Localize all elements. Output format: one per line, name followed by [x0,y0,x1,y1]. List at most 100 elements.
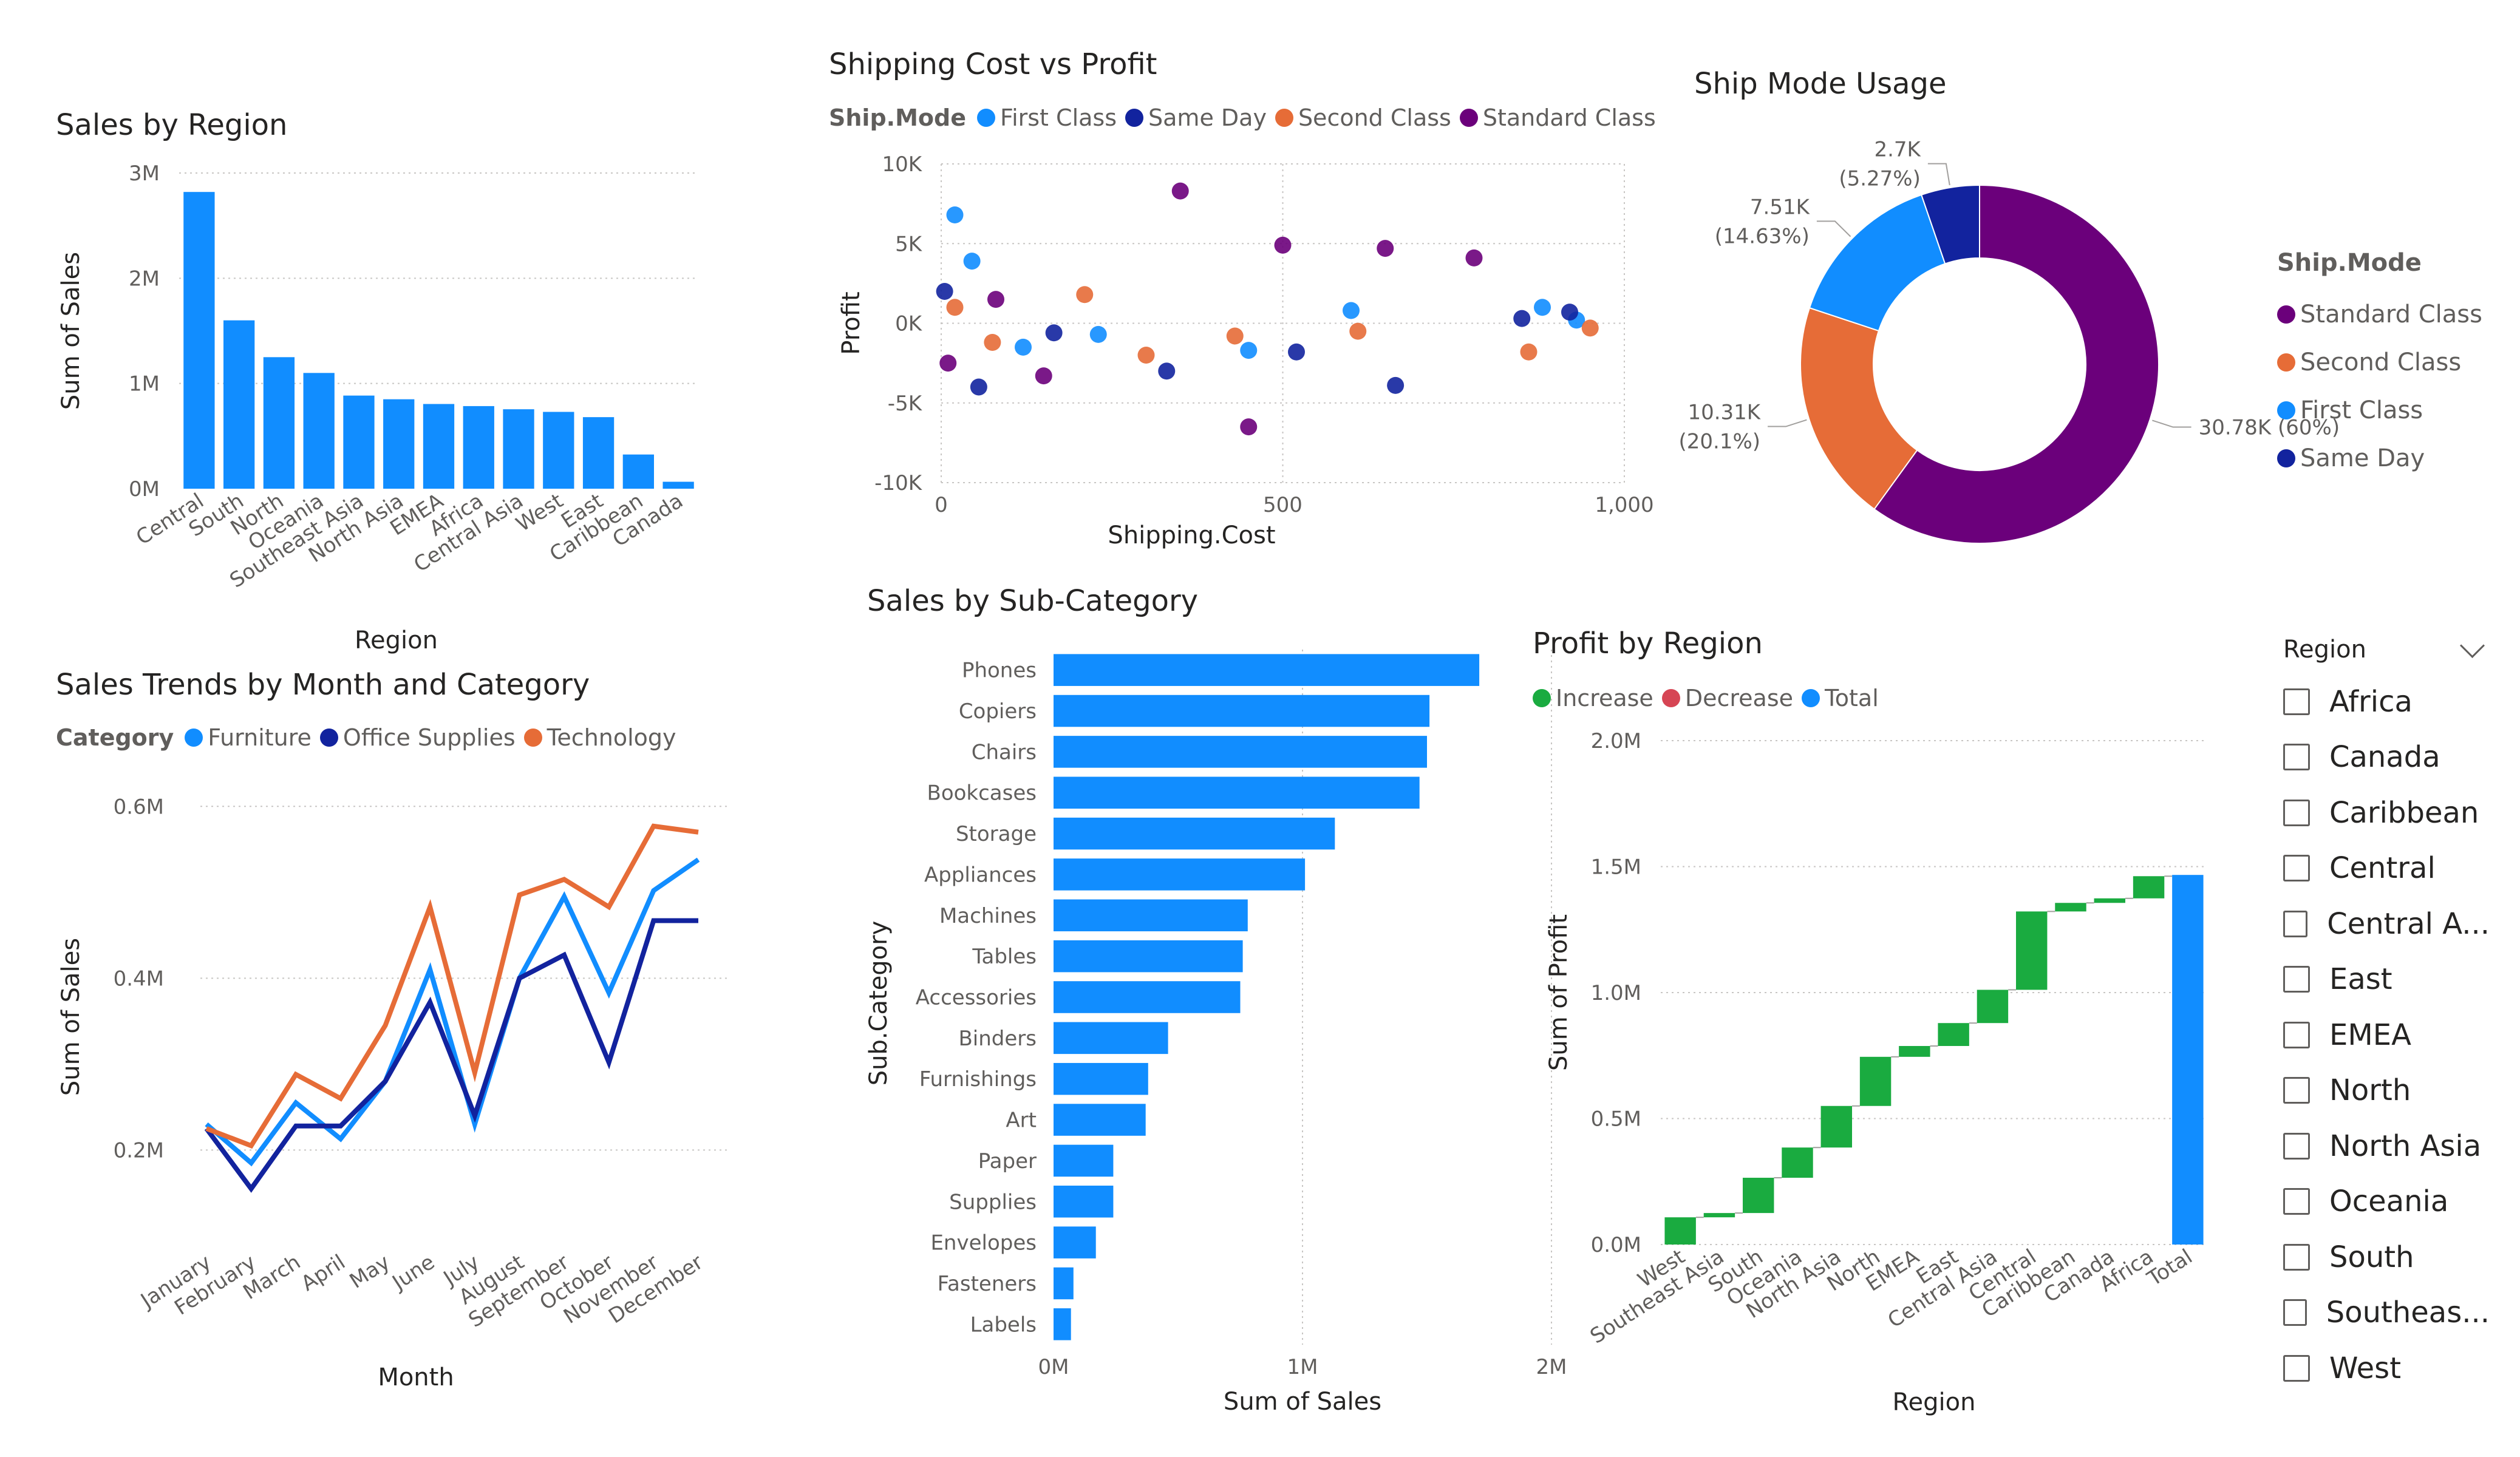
checkbox[interactable] [2283,855,2310,882]
legend-item-first-class[interactable]: First Class [2277,386,2482,434]
y-tick-label: 0.5M [1591,1107,1641,1132]
checkbox[interactable] [2283,1354,2310,1382]
legend-dot [976,109,995,127]
legend-dot [1459,109,1478,127]
donut-legend: Ship.Mode Standard Class Second Class Fi… [2277,249,2482,482]
legend-dot [1533,689,1551,707]
x-axis-title: Region [355,627,438,654]
slicer-header[interactable]: Region [2283,625,2490,674]
trends-legend-title: Category [56,724,174,751]
slicer-item-africa[interactable]: Africa [2283,674,2490,730]
slicer-item-emea[interactable]: EMEA [2283,1007,2490,1063]
bar-africa [463,406,494,489]
x-tick-label: April [297,1250,350,1296]
checkbox[interactable] [2283,799,2310,826]
slicer-item-oceania[interactable]: Oceania [2283,1174,2490,1230]
point-same-day [1561,304,1578,321]
bar-north-asia [383,399,415,489]
bar-oceania [303,373,335,489]
slicer-item-southeas[interactable]: Southeas... [2283,1285,2490,1341]
leader-line [1816,220,1851,237]
legend-item-same-day[interactable]: Same Day [2277,434,2482,482]
slice-standard-class [1873,184,2159,544]
checkbox[interactable] [2283,744,2310,771]
bar-appliances [1054,858,1306,891]
legend-item-furniture[interactable]: Furniture [185,724,312,751]
legend-item-increase[interactable]: Increase [1533,685,1653,712]
bar-bookcases [1054,776,1420,809]
checkbox[interactable] [2283,1021,2310,1048]
y-axis-title: Sum of Sales [57,938,85,1096]
trends-legend: Category Furniture Office Supplies Techn… [56,724,685,751]
point-first-class [1343,302,1360,319]
legend-dot [2277,449,2295,467]
bar-east [582,417,615,489]
slicer-item-label: North [2329,1073,2411,1108]
bar-total [2172,875,2204,1245]
x-tick-label: 1M [1287,1355,1318,1379]
y-tick-label: Accessories [916,986,1037,1010]
bar-canada [2094,898,2125,903]
point-same-day [1288,343,1305,361]
bar-north-asia [1820,1105,1852,1148]
point-standard-class [1171,182,1189,200]
point-first-class [1534,299,1551,316]
slicer-item-north[interactable]: North [2283,1063,2490,1119]
y-tick-label: 1.5M [1591,855,1641,880]
legend-label: Second Class [1298,104,1451,131]
slicer-item-canada[interactable]: Canada [2283,730,2490,786]
legend-item-second-class[interactable]: Second Class [2277,338,2482,386]
checkbox[interactable] [2283,1243,2310,1271]
bar-paper [1054,1144,1114,1177]
legend-item-standard-class[interactable]: Standard Class [2277,290,2482,338]
legend-item-standard-class[interactable]: Standard Class [1459,104,1656,131]
legend-label: Standard Class [2300,300,2482,328]
checkbox[interactable] [2283,910,2308,937]
y-tick-label: Tables [972,945,1037,969]
slicer-item-label: South [2329,1240,2414,1274]
slicer-item-east[interactable]: East [2283,952,2490,1008]
point-first-class [1015,338,1032,356]
slicer-item-central[interactable]: Central [2283,841,2490,897]
scatter-legend: Ship.Mode First Class Same Day Second Cl… [829,104,1664,131]
legend-item-technology[interactable]: Technology [523,724,676,751]
data-label: 10.31K [1687,401,1761,425]
waterfall-legend: Increase Decrease Total [1533,685,1887,712]
slicer-item-caribbean[interactable]: Caribbean [2283,785,2490,841]
point-standard-class [987,291,1004,308]
bar-central [183,192,215,489]
legend-item-second-class[interactable]: Second Class [1275,104,1451,131]
bar-machines [1054,899,1248,932]
slicer-item-south[interactable]: South [2283,1229,2490,1285]
bar-central-asia [503,409,534,489]
point-standard-class [1035,367,1052,385]
checkbox[interactable] [2283,688,2310,715]
legend-item-same-day[interactable]: Same Day [1125,104,1267,131]
y-tick-label: Storage [956,822,1037,846]
y-tick-label: Appliances [924,863,1037,887]
legend-label: First Class [999,104,1117,131]
checkbox[interactable] [2283,1077,2310,1104]
slicer-item-north-asia[interactable]: North Asia [2283,1118,2490,1174]
checkbox[interactable] [2283,1132,2310,1160]
legend-item-first-class[interactable]: First Class [976,104,1117,131]
legend-item-total[interactable]: Total [1802,685,1879,712]
checkbox[interactable] [2283,1299,2307,1326]
sales-by-region-title: Sales by Region [56,108,288,142]
y-tick-label: 2M [129,267,160,291]
point-same-day [1158,362,1176,380]
x-tick-label: June [387,1250,440,1296]
legend-label: Decrease [1684,685,1793,712]
legend-item-office-supplies[interactable]: Office Supplies [319,724,516,751]
checkbox[interactable] [2283,966,2310,993]
point-second-class [1226,327,1244,345]
chevron-down-icon[interactable] [2459,633,2485,658]
legend-dot [1802,689,1820,707]
legend-item-decrease[interactable]: Decrease [1661,685,1793,712]
y-tick-label: Phones [962,659,1037,683]
slicer-item-central-a[interactable]: Central A... [2283,896,2490,952]
checkbox[interactable] [2283,1188,2310,1215]
slicer-item-west[interactable]: West [2283,1340,2490,1396]
sales-by-region-chart: 0M1M2M3MCentralSouthNorthOceaniaSoutheas… [57,161,698,654]
